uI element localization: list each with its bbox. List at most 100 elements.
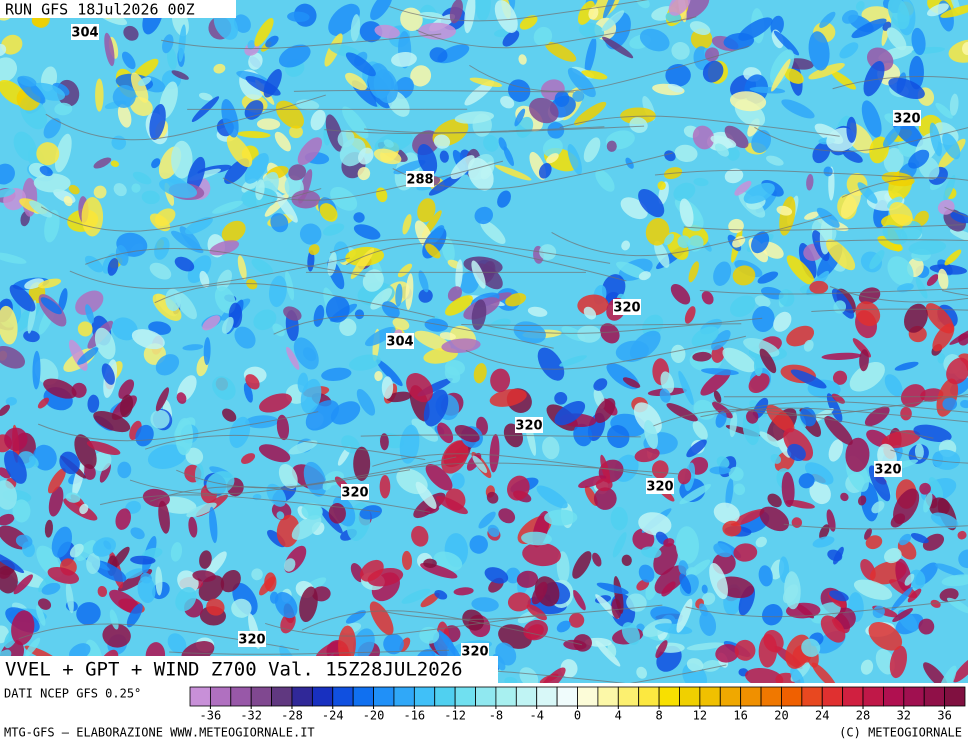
field-blob: [723, 32, 755, 50]
colorbar-swatch: [719, 686, 742, 707]
field-blob: [278, 44, 311, 68]
field-blob: [679, 198, 694, 228]
field-blob: [762, 603, 783, 626]
field-blob: [942, 132, 961, 160]
field-blob: [864, 406, 890, 427]
contour-label-bg: [341, 484, 369, 500]
streamline: [346, 242, 627, 282]
field-blob: [664, 150, 676, 162]
field-blob: [668, 0, 691, 16]
field-blob: [222, 408, 237, 422]
field-blob: [358, 147, 374, 165]
colorbar-swatch: [679, 686, 701, 707]
field-blob: [370, 0, 393, 21]
field-blob: [893, 488, 920, 525]
field-blob: [373, 148, 402, 165]
field-blob: [710, 135, 737, 148]
field-blob: [147, 444, 187, 469]
contour-label: 304: [386, 335, 413, 350]
field-blob: [869, 249, 885, 270]
field-blob: [600, 323, 620, 344]
streamline: [699, 287, 968, 295]
field-blob: [577, 0, 595, 25]
field-blob: [44, 209, 60, 243]
field-blob: [216, 269, 232, 292]
field-blob: [666, 403, 698, 422]
streamline: [551, 214, 832, 257]
contour-label-bg: [874, 461, 902, 477]
field-blob: [150, 409, 170, 429]
streamline: [389, 0, 649, 22]
field-blob: [502, 30, 520, 47]
field-blob: [373, 69, 398, 104]
field-blob: [578, 22, 605, 40]
field-blob: [475, 0, 491, 22]
field-blob: [760, 286, 784, 300]
streamline: [653, 409, 934, 439]
field-blob: [241, 453, 256, 464]
field-blob: [891, 586, 913, 611]
field-blob: [752, 305, 775, 333]
field-blob: [95, 78, 104, 112]
field-blob: [713, 502, 740, 524]
field-blob: [199, 270, 210, 288]
field-blob: [345, 72, 367, 91]
field-blob: [220, 569, 241, 593]
field-blob: [185, 447, 204, 465]
field-blob: [297, 137, 323, 166]
field-blob: [713, 261, 732, 286]
field-blob: [908, 240, 947, 255]
map: 304 320 288 320 304 320 320 320 320 320 320: [0, 0, 968, 683]
field-blob: [538, 667, 566, 683]
field-blob: [342, 106, 369, 139]
field-blob: [268, 275, 287, 308]
colorbar-swatch: [352, 686, 374, 707]
field-blob: [209, 506, 218, 544]
streamline: [149, 486, 431, 513]
field-blob: [276, 414, 290, 441]
field-blob: [937, 268, 949, 290]
colorbar-swatch: [699, 686, 721, 707]
colorbar-swatch: [209, 686, 232, 707]
field-blob: [820, 615, 846, 643]
source-label: DATI NCEP GFS 0.25°: [4, 687, 141, 701]
field-blob: [915, 277, 928, 299]
field-blob: [205, 551, 227, 577]
field-blob: [518, 54, 527, 65]
field-blob: [913, 424, 952, 442]
colorbar-swatch: [760, 686, 782, 707]
field-blob: [54, 133, 72, 173]
field-blob: [544, 509, 578, 526]
field-blob: [379, 475, 391, 499]
field-blob: [411, 525, 429, 547]
field-blob: [348, 354, 381, 371]
field-blob: [806, 174, 814, 191]
field-blob: [503, 146, 514, 167]
colorbar-swatch: [250, 686, 272, 707]
field-blob: [0, 345, 26, 369]
field-blob: [171, 140, 193, 179]
field-blob: [186, 502, 217, 518]
colorbar-swatch: [536, 686, 558, 707]
field-blob: [43, 378, 77, 399]
field-blob: [455, 259, 463, 291]
field-blob: [693, 177, 709, 187]
streamline: [265, 613, 546, 637]
field-blob: [516, 570, 539, 588]
field-blob: [684, 306, 696, 324]
field-blob: [310, 109, 326, 131]
field-blob: [354, 309, 365, 320]
field-blob: [137, 576, 156, 604]
field-blob: [715, 411, 727, 428]
field-blob: [615, 340, 649, 362]
field-blob: [728, 466, 744, 481]
field-blob: [593, 378, 608, 391]
field-blob: [226, 134, 253, 168]
contour-label-bg: [893, 110, 921, 126]
streamline: [446, 664, 727, 683]
field-blob: [724, 168, 744, 184]
field-blob: [359, 21, 383, 43]
field-blob: [417, 144, 438, 176]
field-blob: [595, 640, 621, 667]
field-blob: [459, 271, 480, 294]
